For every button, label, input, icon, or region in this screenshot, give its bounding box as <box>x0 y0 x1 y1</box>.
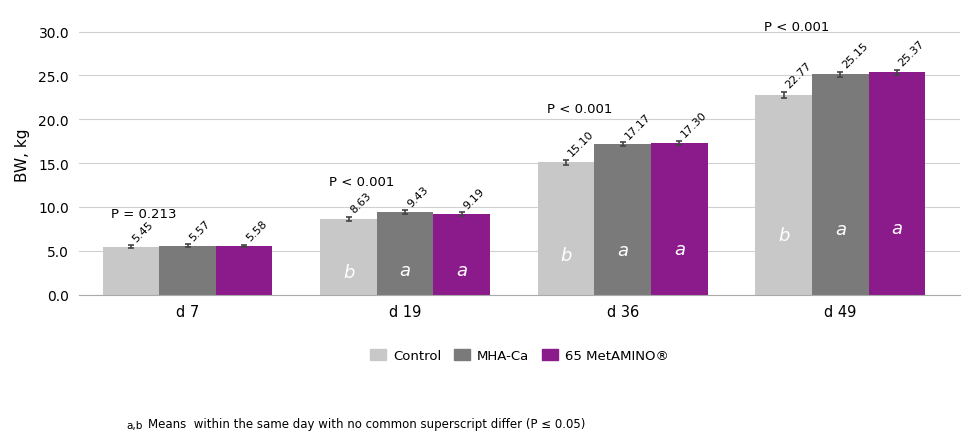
Bar <box>756 96 812 295</box>
Text: b: b <box>561 247 572 264</box>
Text: 8.63: 8.63 <box>349 191 373 215</box>
Bar <box>595 145 651 295</box>
Bar <box>215 246 272 295</box>
Text: 15.10: 15.10 <box>566 128 596 158</box>
Y-axis label: BW, kg: BW, kg <box>15 128 30 182</box>
Bar <box>812 75 869 295</box>
Text: P < 0.001: P < 0.001 <box>329 175 395 188</box>
Bar <box>869 73 925 295</box>
Text: a: a <box>617 241 628 259</box>
Bar <box>159 246 215 295</box>
Bar <box>377 213 434 295</box>
Text: P < 0.001: P < 0.001 <box>764 21 830 34</box>
Text: 5.45: 5.45 <box>131 219 156 243</box>
Text: a,b: a,b <box>127 420 143 430</box>
Text: a: a <box>400 261 410 279</box>
Text: a: a <box>674 240 684 259</box>
Text: 5.57: 5.57 <box>187 218 213 243</box>
Bar <box>538 163 595 295</box>
Bar <box>102 247 159 295</box>
Text: a: a <box>456 262 467 280</box>
Text: 22.77: 22.77 <box>784 61 813 90</box>
Text: 9.19: 9.19 <box>462 186 487 211</box>
Bar <box>651 144 708 295</box>
Text: P < 0.001: P < 0.001 <box>547 102 612 115</box>
Text: P = 0.213: P = 0.213 <box>111 207 176 220</box>
Text: 17.17: 17.17 <box>623 111 652 141</box>
Text: 9.43: 9.43 <box>406 184 430 209</box>
Text: b: b <box>778 226 790 244</box>
Legend: Control, MHA-Ca, 65 MetAMINO®: Control, MHA-Ca, 65 MetAMINO® <box>365 344 674 368</box>
Text: 25.15: 25.15 <box>840 41 870 70</box>
Text: Means  within the same day with no common superscript differ (P ≤ 0.05): Means within the same day with no common… <box>148 417 586 430</box>
Text: a: a <box>891 220 903 237</box>
Text: 25.37: 25.37 <box>897 39 926 68</box>
Text: 17.30: 17.30 <box>680 110 709 139</box>
Bar <box>434 214 490 295</box>
Text: a: a <box>835 220 846 238</box>
Text: 5.58: 5.58 <box>244 218 269 243</box>
Text: b: b <box>343 263 354 281</box>
Bar <box>321 220 377 295</box>
